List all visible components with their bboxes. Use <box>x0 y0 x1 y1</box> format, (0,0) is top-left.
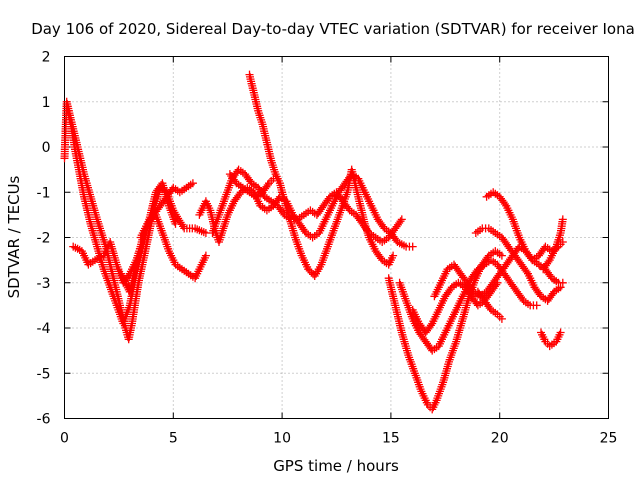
data-point <box>201 251 210 260</box>
data-point <box>556 328 565 337</box>
chart-title: Day 106 of 2020, Sidereal Day-to-day VTE… <box>31 20 635 38</box>
data-marker <box>119 273 127 282</box>
x-axis-label: GPS time / hours <box>273 457 399 475</box>
x-axis-tick-labels: 0 5 10 15 20 25 <box>60 431 617 447</box>
y-tick-label: 0 <box>42 140 51 156</box>
data-point <box>497 314 506 323</box>
y-axis-label: SDTVAR / TECUs <box>5 175 23 298</box>
x-tick-label: 5 <box>169 431 178 447</box>
data-point <box>397 215 406 224</box>
x-tick-label: 15 <box>382 431 400 447</box>
data-point <box>408 242 417 251</box>
data-marker <box>396 217 405 226</box>
data-marker <box>522 267 531 276</box>
data-marker <box>235 190 244 199</box>
y-tick-label: 2 <box>42 50 51 66</box>
data-point <box>497 251 506 260</box>
data-point <box>558 278 567 287</box>
data-marker <box>263 181 272 189</box>
data-marker <box>122 281 131 290</box>
x-tick-label: 20 <box>491 431 509 447</box>
x-tick-label: 25 <box>600 431 618 447</box>
data-marker <box>500 200 509 208</box>
data-marker <box>379 222 388 231</box>
data-point <box>389 251 398 260</box>
data-point <box>558 215 567 224</box>
x-tick-label: 10 <box>273 431 291 447</box>
data-marker <box>120 275 128 284</box>
x-tick-label: 0 <box>60 431 69 447</box>
y-tick-label: -2 <box>37 231 51 247</box>
data-marker <box>426 321 435 330</box>
data-point <box>532 301 541 310</box>
data-marker <box>118 271 126 280</box>
data-points <box>60 70 567 414</box>
y-tick-label: -6 <box>37 412 51 428</box>
data-point <box>171 219 180 228</box>
y-axis-tick-labels: -6 -5 -4 -3 -2 -1 0 1 2 <box>37 50 51 428</box>
data-point <box>556 283 565 292</box>
data-marker <box>179 222 187 231</box>
data-point <box>117 269 126 278</box>
y-tick-label: -4 <box>37 321 51 337</box>
data-marker <box>121 279 130 288</box>
y-tick-label: 1 <box>42 95 51 111</box>
y-tick-label: -1 <box>37 185 51 201</box>
data-point <box>188 179 197 188</box>
data-marker <box>518 295 527 303</box>
y-tick-label: -5 <box>37 366 51 382</box>
y-tick-label: -3 <box>37 276 51 292</box>
